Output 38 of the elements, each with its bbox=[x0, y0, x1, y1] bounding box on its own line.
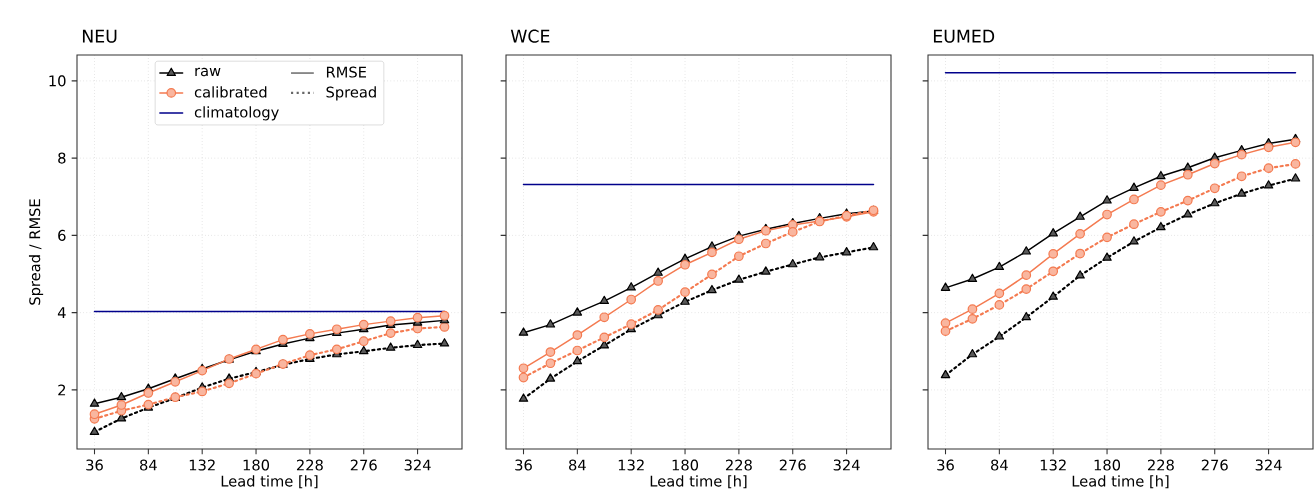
chart-title: WCE bbox=[510, 29, 550, 43]
x-tick-label: 276 bbox=[1201, 459, 1228, 471]
x-tick-label: 84 bbox=[569, 459, 586, 471]
y-tick-label: 8 bbox=[58, 152, 66, 164]
legend-label: raw bbox=[195, 67, 221, 77]
x-tick-label: 228 bbox=[296, 459, 323, 471]
x-tick-label: 180 bbox=[243, 459, 270, 471]
y-axis-title: Spread / RMSE bbox=[28, 199, 44, 305]
x-tick-label: 84 bbox=[140, 459, 157, 471]
legend-label: calibrated bbox=[194, 86, 267, 98]
x-tick-label: 36 bbox=[86, 459, 103, 471]
x-tick-label: 132 bbox=[618, 459, 644, 471]
x-axis-title: Lead time [h] bbox=[1072, 475, 1169, 489]
x-tick-label: 276 bbox=[350, 459, 377, 471]
x-tick-label: 180 bbox=[672, 459, 699, 471]
x-tick-label: 132 bbox=[189, 459, 215, 471]
x-tick-label: 324 bbox=[404, 459, 431, 471]
chart-title: EUMED bbox=[933, 29, 995, 43]
x-axis-title: Lead time [h] bbox=[650, 475, 747, 489]
y-tick-label: 10 bbox=[49, 75, 66, 87]
y-tick-label: 2 bbox=[58, 384, 66, 396]
x-tick-label: 36 bbox=[515, 459, 532, 471]
annotation: RMSE bbox=[326, 66, 367, 78]
x-tick-label: 324 bbox=[1255, 459, 1282, 471]
y-tick-label: 4 bbox=[57, 307, 66, 318]
x-tick-label: 228 bbox=[725, 459, 752, 471]
x-tick-label: 228 bbox=[1147, 459, 1174, 471]
y-tick-label: 6 bbox=[58, 229, 66, 241]
x-tick-label: 132 bbox=[1040, 459, 1066, 471]
x-tick-label: 84 bbox=[991, 459, 1008, 471]
x-tick-label: 324 bbox=[833, 459, 860, 471]
annotation: Spread bbox=[326, 86, 376, 101]
x-tick-label: 276 bbox=[779, 459, 806, 471]
x-tick-label: 36 bbox=[937, 459, 954, 471]
legend-label: climatology bbox=[194, 106, 279, 121]
x-tick-label: 180 bbox=[1094, 459, 1121, 471]
chart-title: NEU bbox=[82, 29, 117, 43]
x-axis-title: Lead time [h] bbox=[221, 475, 318, 489]
